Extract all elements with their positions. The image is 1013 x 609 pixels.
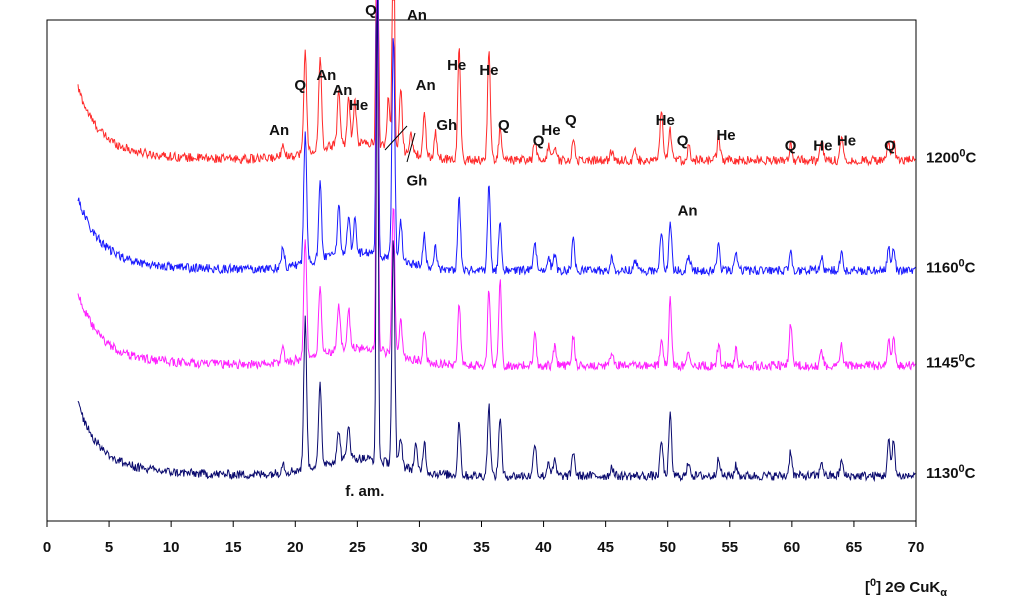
x-axis-label: [0] 2Θ CuKα <box>865 577 947 599</box>
x-tick-label-70: 70 <box>908 539 925 556</box>
peak-label-11: He <box>479 62 498 79</box>
x-tick-label-10: 10 <box>163 539 180 556</box>
peak-label-0: Q <box>365 2 377 19</box>
peak-label-17: Q <box>677 132 689 149</box>
x-tick-label-45: 45 <box>597 539 614 556</box>
annotation-pointers <box>384 125 416 163</box>
annotation-pointer-1 <box>384 125 408 151</box>
series-layer: 12000C 11600C 11450C 11300C <box>77 0 977 483</box>
peak-label-8: Gh <box>436 117 457 134</box>
annotation-pointer-2 <box>406 132 416 163</box>
x-tick-label-15: 15 <box>225 539 242 556</box>
series-label-1200: 12000C <box>926 147 977 166</box>
peak-label-5: He <box>349 97 368 114</box>
x-tick-label-50: 50 <box>659 539 676 556</box>
series-label-1130: 11300C <box>926 463 976 482</box>
series-line-1160 <box>77 0 916 277</box>
peak-label-10: He <box>447 57 466 74</box>
peak-label-20: Q <box>785 137 797 154</box>
peak-label-22: He <box>837 132 856 149</box>
series-line-1200 <box>77 0 916 167</box>
x-tick-label-60: 60 <box>784 539 801 556</box>
x-tick-label-40: 40 <box>535 539 552 556</box>
peak-label-18: An <box>678 202 698 219</box>
x-tick-label-5: 5 <box>105 539 113 556</box>
x-tick-label-20: 20 <box>287 539 304 556</box>
plot-area <box>46 19 917 522</box>
x-tick-label-25: 25 <box>349 539 366 556</box>
peak-label-24: f. am. <box>345 483 384 500</box>
peak-label-2: Q <box>294 77 306 94</box>
peak-label-7: An <box>416 77 436 94</box>
x-tick-label-35: 35 <box>473 539 490 556</box>
peak-label-16: He <box>656 112 675 129</box>
x-tick-label-0: 0 <box>43 539 51 556</box>
x-tick-label-30: 30 <box>411 539 428 556</box>
peak-label-23: Q <box>884 137 896 154</box>
peak-label-21: He <box>813 137 832 154</box>
peak-label-12: Q <box>498 117 510 134</box>
peak-label-19: He <box>716 127 735 144</box>
peak-label-4: An <box>332 82 352 99</box>
x-axis: 0 5 10 15 20 25 30 35 40 45 50 55 60 65 70 <box>43 521 925 556</box>
peak-label-14: He <box>541 122 560 139</box>
peak-label-15: Q <box>565 112 577 129</box>
x-tick-label-55: 55 <box>721 539 738 556</box>
series-line-1145 <box>77 0 916 372</box>
peak-label-3: An <box>316 67 336 84</box>
peak-label-6: An <box>269 122 289 139</box>
peak-label-1: An <box>407 7 427 24</box>
peak-label-9: Gh <box>407 172 428 189</box>
series-label-1160: 11600C <box>926 258 976 277</box>
peak-label-13: Q <box>533 132 545 149</box>
series-label-1145: 11450C <box>926 353 976 372</box>
x-tick-label-65: 65 <box>846 539 863 556</box>
series-line-1130 <box>77 0 916 483</box>
